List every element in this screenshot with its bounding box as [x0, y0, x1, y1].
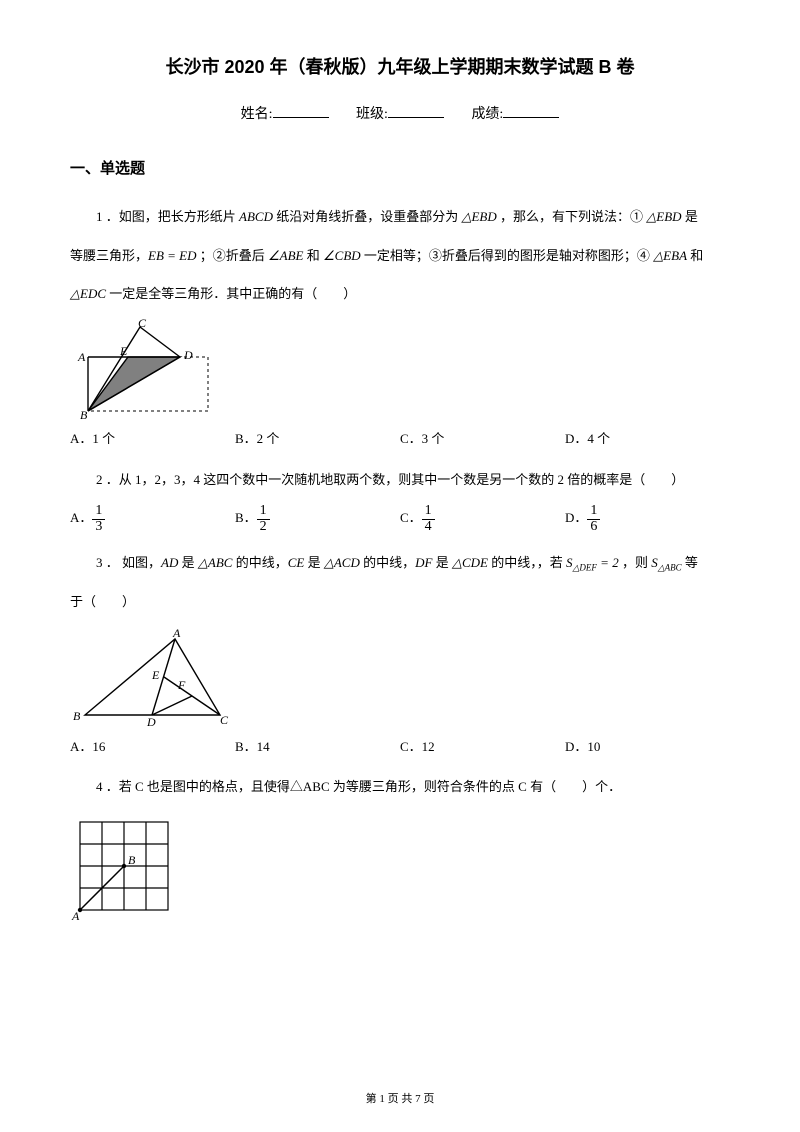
q3-t1: 3 ． 如图， [96, 555, 161, 570]
q3-is2: 是 [304, 555, 324, 570]
q1-optC: C．3 个 [400, 427, 565, 452]
class-label: 班级: [356, 107, 388, 122]
page-footer: 第 1 页 共 7 页 [0, 1089, 800, 1110]
svg-text:B: B [73, 709, 81, 723]
svg-text:B: B [128, 853, 136, 867]
score-blank [503, 104, 559, 118]
q3-if: ，若 [537, 555, 566, 570]
figure-q1: A B C D E [70, 319, 225, 419]
q1-abcd: ABCD [239, 209, 273, 224]
svg-text:A: A [172, 627, 181, 640]
q2-optC: C．14 [400, 504, 565, 534]
q1-and: 和 [304, 248, 324, 263]
q3-is1: 是 [178, 555, 198, 570]
q1-text: 1 ．如图，把长方形纸片 [96, 209, 239, 224]
q1-ebd2: △EBD [646, 209, 681, 224]
q2-optB: B．12 [235, 504, 400, 534]
q1-text2: 纸沿对角线折叠，设重叠部分为 [273, 209, 462, 224]
q1-cbd: ∠CBD [323, 248, 361, 263]
q3-cde: △CDE [452, 555, 488, 570]
q1-optA: A．1 个 [70, 427, 235, 452]
q3-options: A．16 B．14 C．12 D．10 [70, 735, 730, 760]
svg-text:A: A [77, 350, 86, 364]
figure-q3: A B C D E F [70, 627, 240, 727]
svg-text:D: D [146, 715, 156, 727]
page-title: 长沙市 2020 年（春秋版）九年级上学期期末数学试题 B 卷 [70, 50, 730, 84]
q3-m2: 的中线， [360, 555, 415, 570]
svg-text:A: A [71, 909, 80, 922]
q1-abe: ∠ABE [268, 248, 303, 263]
svg-text:F: F [177, 678, 186, 692]
class-blank [388, 104, 444, 118]
q1-optD: D．4 个 [565, 427, 730, 452]
question-2: 2 ．从 1，2，3，4 这四个数中一次随机地取两个数，则其中一个数是另一个数的… [70, 466, 730, 495]
figure-q4: A B [70, 812, 180, 922]
q1-edc: △EDC [70, 286, 106, 301]
q1-text4: 是 [682, 209, 698, 224]
student-info-row: 姓名: 班级: 成绩: [70, 102, 730, 129]
svg-text:E: E [151, 668, 160, 682]
question-1-line3: △EDC 一定是全等三角形．其中正确的有（ ） [70, 280, 730, 309]
q1-l2b: ；②折叠后 [197, 248, 269, 263]
q1-eq1: EB = ED [148, 248, 196, 263]
q3-optB: B．14 [235, 735, 400, 760]
name-blank [273, 104, 329, 118]
q1-l3b: 一定是全等三角形．其中正确的有（ ） [106, 286, 356, 301]
q3-is3: 是 [432, 555, 452, 570]
svg-text:C: C [138, 319, 147, 330]
q1-l2c: 一定相等；③折叠后得到的图形是轴对称图形；④ [361, 248, 654, 263]
q2-optA: A．13 [70, 504, 235, 534]
q3-m1: 的中线， [232, 555, 287, 570]
name-label: 姓名: [241, 107, 273, 122]
q3-df: DF [415, 555, 432, 570]
q3-optC: C．12 [400, 735, 565, 760]
q1-eba: △EBA [653, 248, 687, 263]
svg-text:C: C [220, 713, 229, 727]
q3-abc: △ABC [198, 555, 233, 570]
q2-options: A．13 B．12 C．14 D．16 [70, 504, 730, 534]
q1-ebd: △EBD [461, 209, 496, 224]
q1-options: A．1 个 B．2 个 C．3 个 D．4 个 [70, 427, 730, 452]
q3-m3: 的中线， [488, 555, 537, 570]
q3-acd: △ACD [324, 555, 360, 570]
q3-optD: D．10 [565, 735, 730, 760]
question-3: 3 ． 如图，AD 是 △ABC 的中线，CE 是 △ACD 的中线，DF 是 … [70, 549, 730, 578]
question-3-line2: 于（ ） [70, 588, 730, 617]
svg-text:B: B [80, 408, 88, 419]
q1-l2d: 和 [687, 248, 703, 263]
q3-sub2: △ABC [658, 562, 682, 572]
score-label: 成绩: [471, 107, 503, 122]
question-1: 1 ．如图，把长方形纸片 ABCD 纸沿对角线折叠，设重叠部分为 △EBD ，那… [70, 203, 730, 232]
q3-ce: CE [288, 555, 305, 570]
q3-end: 等 [682, 555, 698, 570]
q3-sub1: △DEF [573, 562, 597, 572]
q1-text3: ，那么，有下列说法：① [497, 209, 647, 224]
q3-then: ，则 [619, 555, 652, 570]
q3-eq2: = 2 [597, 555, 619, 570]
question-4: 4 ．若 C 也是图中的格点，且使得△ABC 为等腰三角形，则符合条件的点 C … [70, 773, 730, 802]
svg-text:D: D [183, 348, 193, 362]
q1-l2a: 等腰三角形， [70, 248, 148, 263]
q3-ad: AD [161, 555, 178, 570]
section-heading-1: 一、单选题 [70, 155, 730, 184]
q3-optA: A．16 [70, 735, 235, 760]
svg-text:E: E [119, 344, 128, 358]
q1-optB: B．2 个 [235, 427, 400, 452]
question-1-line2: 等腰三角形，EB = ED ；②折叠后 ∠ABE 和 ∠CBD 一定相等；③折叠… [70, 242, 730, 271]
q2-optD: D．16 [565, 504, 730, 534]
